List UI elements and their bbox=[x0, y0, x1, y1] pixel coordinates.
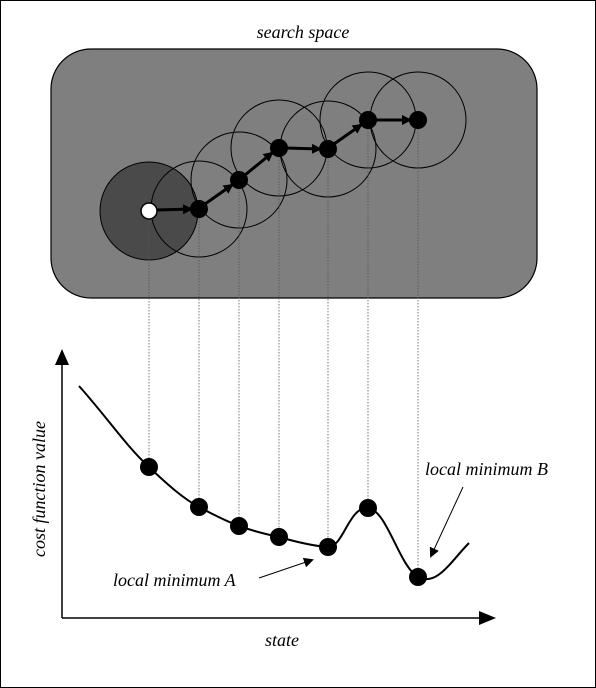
local-minimum-a-label: local minimum A bbox=[113, 570, 237, 590]
guide-lines bbox=[148, 120, 419, 577]
cost-curve bbox=[78, 385, 470, 581]
minimum-b-arrow bbox=[429, 486, 464, 558]
x-axis-arrowhead bbox=[479, 611, 496, 625]
x-axis-label: state bbox=[265, 630, 299, 650]
search-node bbox=[230, 171, 248, 189]
axes bbox=[55, 349, 496, 625]
curve-point bbox=[190, 498, 208, 516]
curve-point bbox=[319, 538, 337, 556]
curve-point bbox=[230, 517, 248, 535]
local-minimum-b-label: local minimum B bbox=[425, 459, 548, 479]
path-arrow bbox=[244, 151, 274, 177]
path-arrow bbox=[155, 204, 193, 215]
path-arrow bbox=[333, 123, 363, 146]
search-node bbox=[319, 140, 337, 158]
annotation-arrows bbox=[258, 486, 464, 579]
path-arrow bbox=[204, 183, 234, 206]
minimum-a-arrow bbox=[258, 557, 314, 579]
start-node bbox=[140, 202, 158, 220]
y-axis-arrowhead bbox=[55, 349, 69, 365]
search-node bbox=[190, 200, 208, 218]
curve-point bbox=[140, 458, 158, 476]
search-node bbox=[359, 111, 377, 129]
search-path bbox=[155, 115, 412, 215]
curve-point bbox=[270, 528, 288, 546]
search-node bbox=[409, 111, 427, 129]
curve-point bbox=[409, 568, 427, 586]
path-arrow bbox=[285, 143, 322, 154]
search-nodes bbox=[140, 111, 427, 220]
y-axis-label: cost function value bbox=[29, 421, 49, 557]
curve-points bbox=[140, 458, 427, 586]
search-node bbox=[270, 139, 288, 157]
search-space-title: search space bbox=[257, 22, 350, 42]
curve-point bbox=[359, 499, 377, 517]
